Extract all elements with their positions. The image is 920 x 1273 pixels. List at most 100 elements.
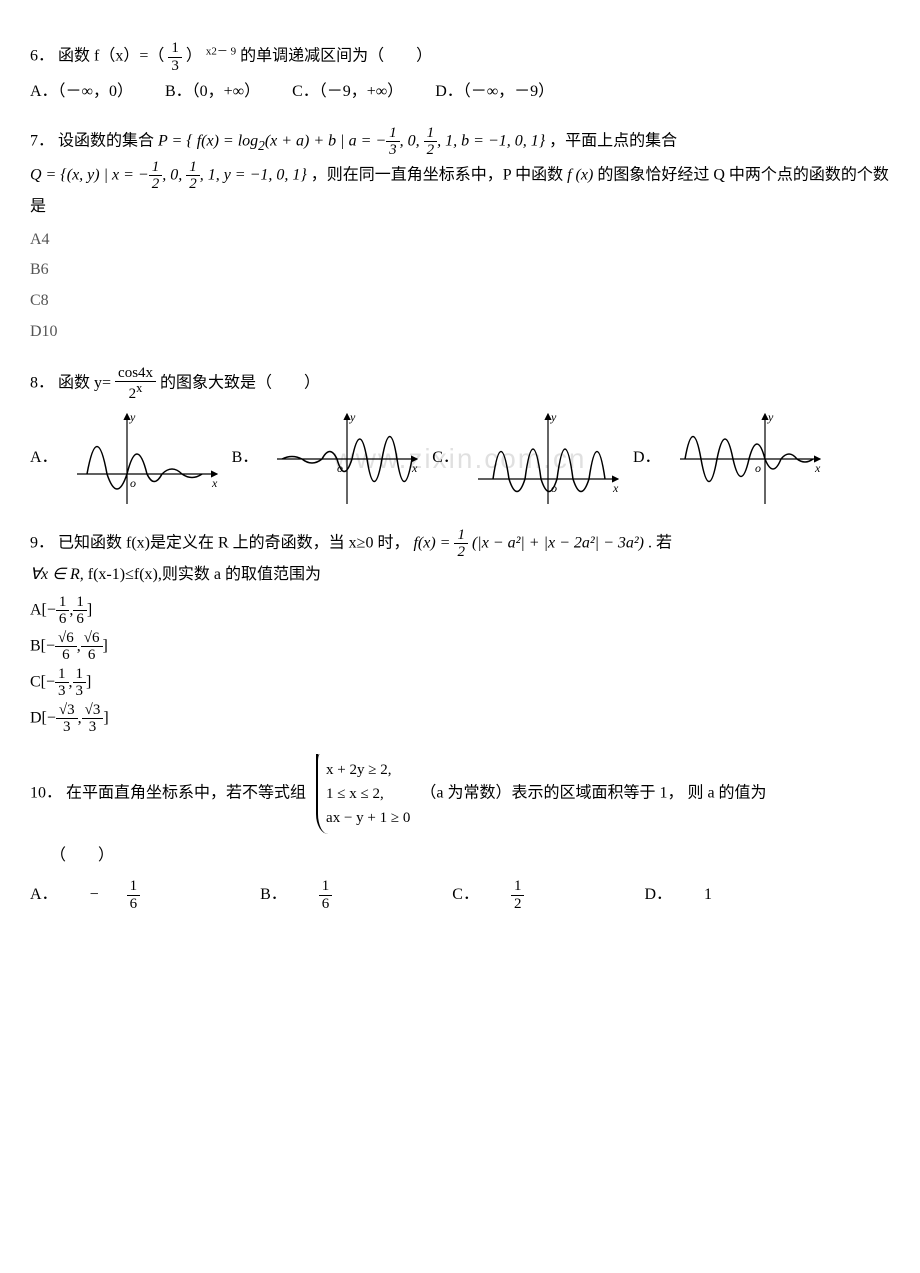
opt-frac: 13: [55, 666, 69, 700]
opt-pre: D．: [644, 886, 672, 903]
q7-number: 7．: [30, 132, 54, 149]
den-exp: x: [136, 381, 142, 395]
q10-opt-a: A． −16: [30, 886, 200, 903]
neg: −: [47, 709, 56, 726]
svg-text:x: x: [411, 461, 418, 475]
frac-den: 3: [82, 719, 104, 736]
frac-den: 6: [319, 896, 333, 913]
q7-text1: 设函数的集合: [58, 132, 154, 149]
sys-l1: x + 2y ≥ 2,: [326, 758, 410, 782]
q6-options: A．（－∞，0） B．（0，+∞） C．（－9，+∞） D．（－∞，－9）: [30, 78, 890, 107]
frac-den: 3: [73, 683, 87, 700]
opt-pre: B．: [260, 886, 287, 903]
q6-opt-c: C．（－9，+∞）: [292, 83, 403, 100]
q8-text-post: 的图象大致是（ ）: [160, 374, 320, 391]
q7-fx: f (x): [567, 166, 593, 183]
frac-num: 1: [149, 159, 163, 177]
opt-post: ]: [103, 709, 108, 726]
q-frac2: 12: [186, 159, 200, 193]
f-terms: (|x − a²| + |x − 2a²| − 3a²): [472, 534, 644, 551]
frac-num: 1: [168, 40, 182, 58]
q6-exp: x2－ 9: [206, 45, 236, 57]
q10-number: 10．: [30, 784, 62, 801]
origin-label: o: [130, 476, 136, 490]
q10-paren: （ ）: [50, 842, 890, 871]
q9-number: 9．: [30, 534, 54, 551]
opt-frac: 12: [511, 878, 553, 912]
svg-text:x: x: [612, 481, 619, 495]
frac-num: √6: [55, 630, 77, 648]
q7-options: A4 B6 C8 D10: [30, 226, 890, 347]
opt-pre: C．: [452, 886, 479, 903]
q7-opt-b: B6: [30, 256, 890, 285]
frac-den: 3: [55, 683, 69, 700]
q8-graph-d: y x o: [675, 409, 825, 509]
q10-options: A． −16 B． 16 C． 12 D． 1: [30, 878, 890, 912]
graph-d-svg: y x o: [675, 409, 825, 509]
q8-graphs: A． y x o B． y x o C．: [30, 409, 890, 509]
frac-den: 3: [168, 58, 182, 75]
q7-opt-c: C8: [30, 287, 890, 316]
frac-num: √6: [81, 630, 103, 648]
question-8: 8． 函数 y= cos4x 2x 的图象大致是（ ） A． y x o B．: [30, 365, 890, 509]
frac-den: 6: [73, 611, 87, 628]
question-10: 10． 在平面直角坐标系中，若不等式组 x + 2y ≥ 2, 1 ≤ x ≤ …: [30, 754, 890, 913]
frac-den: 6: [56, 611, 70, 628]
q9-text3: f(x-1)≤f(x),则实数 a 的取值范围为: [88, 566, 321, 583]
frac-den: 2: [149, 176, 163, 193]
p-mid: (x + a) + b | a = −: [265, 132, 386, 149]
svg-text:o: o: [551, 481, 557, 495]
opt-frac: √66: [81, 630, 103, 664]
q9-text2dot: .: [648, 534, 652, 551]
q9-opt-a: A[−16,16]: [30, 594, 890, 628]
axis-y-label: y: [129, 410, 136, 424]
axis-x-label: x: [211, 476, 218, 490]
opt-pre: B[: [30, 637, 46, 654]
q6-text-pre: 函数 f（x）=（: [58, 48, 164, 65]
opt-val: 1: [704, 886, 712, 903]
svg-text:y: y: [349, 410, 356, 424]
question-7: 7． 设函数的集合 P = { f(x) = log2(x + a) + b |…: [30, 125, 890, 347]
opt-frac: 16: [73, 594, 87, 628]
neg: −: [46, 673, 55, 690]
graph-a-svg: y x o: [72, 409, 222, 509]
p-frac2: 12: [424, 125, 438, 159]
frac-num: 1: [386, 125, 400, 143]
p-sub: 2: [258, 138, 265, 153]
question-9: 9． 已知函数 f(x)是定义在 R 上的奇函数，当 x≥0 时， f(x) =…: [30, 527, 890, 736]
opt-post: ]: [103, 637, 108, 654]
p-end: , 0,: [400, 132, 424, 149]
svg-text:y: y: [767, 410, 774, 424]
q8-graph-b: y x o: [272, 409, 422, 509]
q9-options: A[−16,16] B[−√66,√66] C[−13,13] D[−√33,√…: [30, 594, 890, 736]
frac-den: 6: [55, 647, 77, 664]
q8-label-c: C．: [432, 444, 459, 473]
q8-label-b: B．: [232, 444, 259, 473]
q7-opt-a: A4: [30, 226, 890, 255]
q6-text-end: 的单调递减区间为（ ）: [240, 48, 432, 65]
frac-den: 6: [127, 896, 141, 913]
q10-opt-c: C． 12: [452, 886, 584, 903]
frac-num: 1: [73, 666, 87, 684]
q7-text2: ，平面上点的集合: [549, 132, 677, 149]
frac-num: cos4x: [115, 365, 156, 383]
q7-formula-p: P = { f(x) = log2(x + a) + b | a = −13, …: [158, 125, 545, 159]
frac-num: √3: [56, 702, 78, 720]
opt-post: ]: [86, 673, 91, 690]
q6-opt-d: D．（－∞，－9）: [435, 83, 554, 100]
frac-num: 1: [511, 878, 525, 896]
frac-den: 2: [186, 176, 200, 193]
frac-num: 1: [127, 878, 141, 896]
frac-den: 2: [454, 544, 468, 561]
frac-num: 1: [55, 666, 69, 684]
f-half: 12: [454, 527, 468, 561]
opt-pre: A[: [30, 601, 47, 618]
frac-num: 1: [73, 594, 87, 612]
opt-post: ]: [87, 601, 92, 618]
frac-den: 2: [511, 896, 525, 913]
p-pre: P = { f(x) = log: [158, 132, 258, 149]
q10-system: x + 2y ≥ 2, 1 ≤ x ≤ 2, ax − y + 1 ≥ 0: [316, 754, 410, 834]
opt-frac: √33: [56, 702, 78, 736]
q9-text2: 若: [656, 534, 672, 551]
opt-frac: 16: [319, 878, 361, 912]
